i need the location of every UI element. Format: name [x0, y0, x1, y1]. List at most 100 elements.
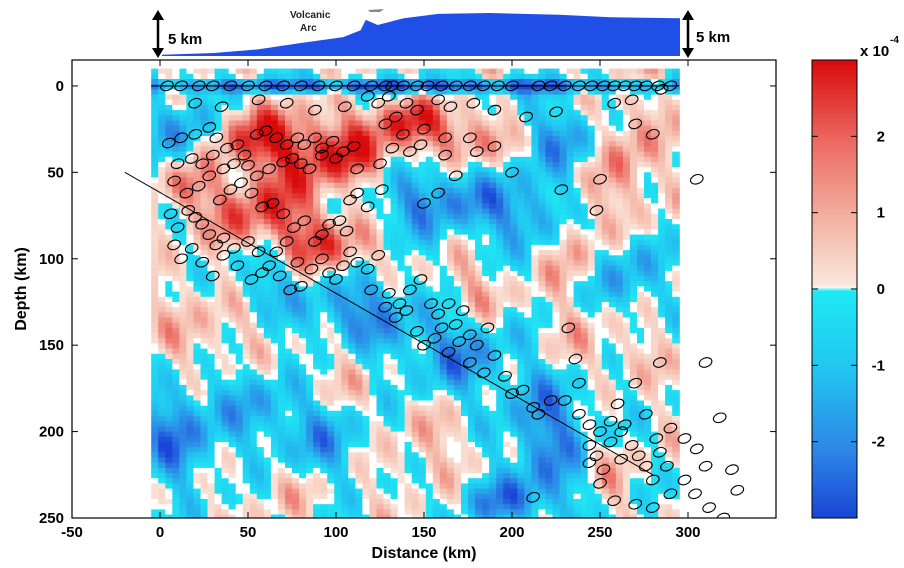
- heat-cell: [362, 322, 370, 329]
- heat-cell: [503, 255, 511, 262]
- heat-cell: [545, 255, 553, 262]
- heat-cell: [601, 79, 610, 85]
- heat-cell: [446, 265, 455, 272]
- heat-cell: [594, 307, 603, 313]
- heat-cell: [221, 208, 230, 215]
- heat-cell: [503, 276, 511, 282]
- heat-cell: [327, 130, 335, 137]
- heat-cell: [665, 89, 673, 96]
- heat-cell: [193, 182, 201, 189]
- heat-cell: [369, 327, 377, 334]
- heat-cell: [200, 333, 209, 339]
- heat-cell: [383, 250, 392, 256]
- heat-cell: [482, 265, 490, 272]
- heat-cell: [411, 281, 420, 287]
- heat-cell: [468, 327, 476, 334]
- heat-cell: [545, 353, 553, 360]
- heat-cell: [270, 110, 279, 116]
- heat-cell: [320, 405, 328, 412]
- heat-cell: [524, 348, 532, 355]
- heat-cell: [453, 327, 462, 334]
- heat-cell: [172, 136, 180, 142]
- heat-cell: [615, 110, 624, 116]
- heat-cell: [672, 379, 680, 386]
- heat-cell: [482, 260, 490, 267]
- heat-cell: [432, 187, 441, 194]
- heat-cell: [355, 193, 363, 199]
- heat-cell: [658, 379, 666, 386]
- heat-cell: [524, 208, 532, 215]
- heat-cell: [608, 167, 617, 173]
- heat-cell: [672, 73, 680, 80]
- heat-cell: [629, 224, 638, 230]
- heat-cell: [475, 94, 483, 101]
- heat-cell: [461, 146, 469, 153]
- heat-cell: [270, 120, 279, 127]
- heat-cell: [545, 338, 553, 345]
- heat-cell: [334, 384, 342, 391]
- heat-cell: [235, 281, 244, 287]
- heat-cell: [404, 136, 413, 142]
- heat-cell: [608, 177, 617, 184]
- heat-cell: [270, 239, 279, 246]
- heat-cell: [644, 250, 652, 256]
- heat-cell: [538, 120, 546, 127]
- heat-cell: [566, 198, 575, 205]
- heat-cell: [292, 156, 300, 163]
- heat-cell: [517, 177, 525, 184]
- heat-cell: [573, 182, 582, 189]
- heat-cell: [221, 115, 230, 122]
- heat-cell: [446, 250, 455, 256]
- heat-cell: [665, 281, 673, 287]
- heat-cell: [615, 338, 624, 345]
- heat-cell: [277, 369, 286, 376]
- heat-cell: [151, 343, 159, 350]
- heat-cell: [425, 187, 434, 194]
- heat-cell: [397, 348, 406, 355]
- heat-cell: [221, 302, 230, 308]
- heat-cell: [376, 395, 385, 402]
- heat-cell: [348, 110, 356, 116]
- heat-cell: [228, 224, 237, 230]
- heat-cell: [637, 333, 645, 339]
- heat-cell: [545, 312, 553, 319]
- heat-cell: [531, 302, 539, 308]
- heat-cell: [165, 327, 173, 334]
- heat-cell: [172, 400, 180, 407]
- heat-cell: [559, 291, 568, 298]
- heat-cell: [270, 136, 279, 142]
- heat-cell: [270, 359, 279, 365]
- heat-cell: [475, 379, 483, 386]
- heat-cell: [517, 276, 525, 282]
- heat-cell: [629, 198, 638, 205]
- heat-cell: [179, 353, 187, 360]
- heat-cell: [432, 343, 441, 350]
- heat-cell: [341, 286, 349, 293]
- heat-cell: [249, 364, 258, 370]
- heat-cell: [573, 213, 582, 220]
- heat-cell: [292, 234, 300, 241]
- heat-cell: [179, 410, 187, 417]
- heat-cell: [306, 302, 314, 308]
- heat-cell: [186, 384, 194, 391]
- heat-cell: [249, 260, 258, 267]
- heat-cell: [622, 115, 631, 122]
- heat-cell: [334, 348, 342, 355]
- heat-cell: [411, 229, 420, 236]
- heat-cell: [362, 162, 370, 168]
- heat-cell: [193, 99, 201, 106]
- heat-cell: [496, 203, 504, 210]
- heat-cell: [446, 384, 455, 391]
- heat-cell: [376, 219, 385, 225]
- heat-cell: [369, 146, 377, 153]
- heat-cell: [200, 224, 209, 230]
- heat-cell: [496, 359, 504, 365]
- heat-cell: [629, 99, 638, 106]
- heat-cell: [397, 125, 406, 132]
- heat-cell: [263, 89, 272, 96]
- heat-cell: [348, 89, 356, 96]
- heat-cell: [369, 343, 377, 350]
- heat-cell: [425, 167, 434, 173]
- heat-cell: [341, 281, 349, 287]
- heat-cell: [242, 374, 251, 381]
